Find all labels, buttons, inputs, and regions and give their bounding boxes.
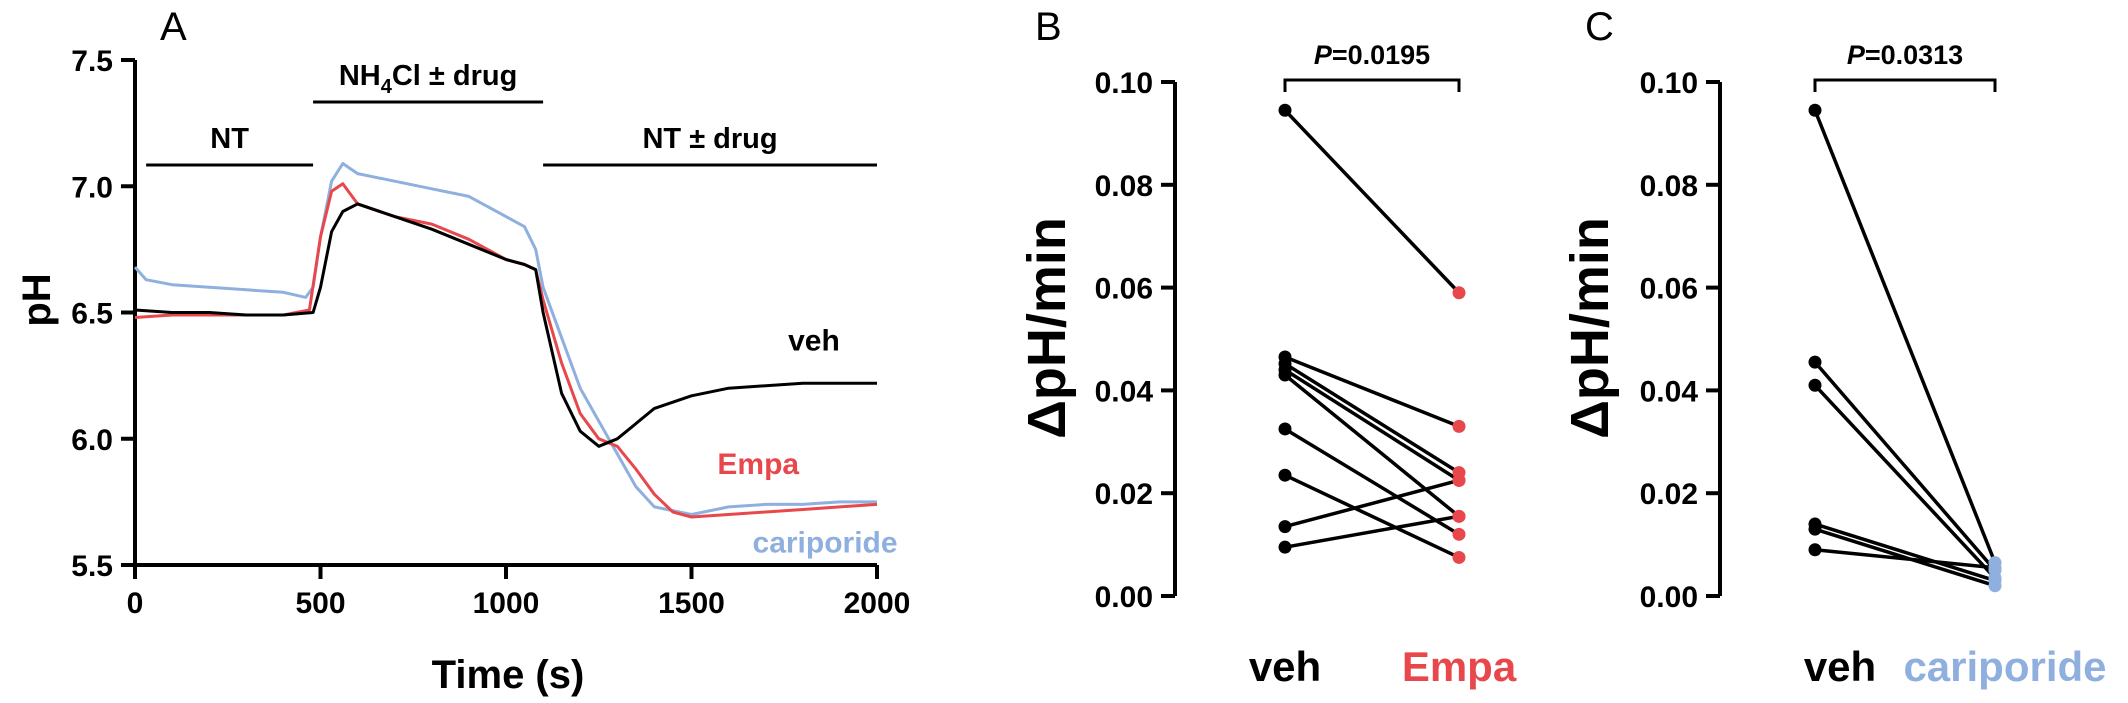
panel-c-y-ticks: 0.00 0.02 0.04 0.06 0.08 0.10: [1640, 67, 1720, 614]
panel-c-pair-lines: [1813, 109, 1997, 588]
point-veh: [1278, 468, 1292, 482]
panel-c-letter: C: [1585, 5, 1614, 49]
series-line-veh: [134, 202, 877, 448]
panel-b: B 0.00 0.02 0.04 0.06 0.08 0.10 ΔpH/min P=0.0…: [1017, 5, 1517, 690]
panel-b-pair-lines: [1283, 109, 1461, 560]
series-line-cariporide: [133, 162, 877, 516]
pair-line: [1284, 514, 1460, 549]
panel-a-y-label: pH: [15, 273, 59, 326]
panel-c: C 0.00 0.02 0.04 0.06 0.08 0.10 ΔpH/min P=0.0…: [1560, 5, 2107, 690]
panel-c-y-tick-label: 0.08: [1640, 170, 1698, 203]
series-label-veh: veh: [788, 324, 840, 357]
panel-b-y-tick-label: 0.06: [1095, 273, 1153, 306]
point-veh: [1278, 422, 1292, 436]
point-veh: [1808, 378, 1822, 392]
panel-a-x-tick-label: 1500: [658, 587, 725, 620]
panel-c-bracket: [1813, 78, 1997, 92]
pair-line: [1814, 547, 1996, 570]
panel-a-x-ticks: 0 500 1000 1500 2000: [127, 565, 911, 620]
panel-c-y-tick-label: 0.00: [1640, 581, 1698, 614]
point-veh: [1278, 103, 1292, 117]
panel-a-series: [133, 162, 878, 519]
panel-a-annotations: veh Empa cariporide: [717, 324, 897, 559]
pair-line: [1813, 384, 1997, 580]
panel-b-significance: P=0.0195: [1283, 40, 1461, 92]
pair-line: [1284, 362, 1460, 475]
panel-c-points: [1808, 103, 2002, 593]
panel-c-y-label: ΔpH/min: [1560, 217, 1620, 439]
panel-c-y-tick-label: 0.06: [1640, 273, 1698, 306]
panel-c-y-tick-label: 0.02: [1640, 478, 1698, 511]
panel-a-x-tick-label: 1000: [473, 587, 540, 620]
panel-a-y-ticks: 5.5 6.0 6.5 7.0 7.5: [71, 45, 135, 583]
point-empa: [1452, 527, 1466, 541]
panel-b-letter: B: [1035, 5, 1062, 49]
panel-c-category-veh: veh: [1804, 643, 1876, 690]
point-veh: [1278, 520, 1292, 534]
panel-c-y-tick-label: 0.04: [1640, 375, 1699, 408]
panel-a-y-tick-label: 5.5: [71, 550, 113, 583]
panel-c-category-cariporide: cariporide: [1903, 643, 2106, 690]
panel-c-p-value: P=0.0313: [1847, 40, 1963, 70]
point-cariporide: [1988, 579, 2002, 593]
pair-line: [1813, 360, 1997, 572]
point-veh: [1808, 355, 1822, 369]
panel-b-category-empa: Empa: [1402, 643, 1517, 690]
point-empa: [1452, 286, 1466, 300]
panel-b-y-tick-label: 0.04: [1095, 375, 1154, 408]
pair-line: [1284, 478, 1460, 529]
panel-a-x-tick-label: 0: [127, 587, 144, 620]
period-nh4cl-label: NH4Cl ± drug: [339, 60, 517, 98]
pair-line: [1284, 368, 1460, 482]
series-label-cariporide: cariporide: [753, 526, 898, 559]
point-veh: [1278, 368, 1292, 382]
period-nt-drug-label: NT ± drug: [642, 123, 777, 155]
panel-b-y-tick-label: 0.02: [1095, 478, 1153, 511]
point-empa: [1452, 550, 1466, 564]
panel-c-y-tick-label: 0.10: [1640, 67, 1698, 100]
panel-b-bracket: [1283, 78, 1461, 92]
panel-a-letter: A: [160, 5, 187, 49]
panel-a-y-tick-label: 6.0: [71, 424, 113, 457]
pair-line: [1283, 109, 1461, 294]
point-veh: [1278, 540, 1292, 554]
point-veh: [1808, 543, 1822, 557]
panel-b-y-tick-label: 0.00: [1095, 581, 1153, 614]
point-veh: [1808, 103, 1822, 117]
point-veh: [1808, 522, 1822, 536]
point-empa: [1452, 419, 1466, 433]
panel-a: A 5.5 6.0 6.5 7.0 7.5 0 500 1000 1500 2000 pH Ti…: [15, 5, 910, 697]
panel-a-x-tick-label: 2000: [844, 587, 911, 620]
pair-line: [1284, 355, 1460, 429]
panel-a-periods: NT NH4Cl ± drug NT ± drug: [146, 60, 877, 167]
pair-line: [1284, 473, 1460, 560]
panel-a-x-tick-label: 500: [295, 587, 345, 620]
pair-line: [1814, 522, 1996, 583]
panel-b-y-ticks: 0.00 0.02 0.04 0.06 0.08 0.10: [1095, 67, 1175, 614]
panel-b-y-label: ΔpH/min: [1017, 217, 1077, 439]
panel-c-significance: P=0.0313: [1813, 40, 1997, 92]
point-empa: [1452, 509, 1466, 523]
point-empa: [1452, 473, 1466, 487]
panel-b-p-value: P=0.0195: [1314, 40, 1430, 70]
pair-line: [1284, 427, 1460, 536]
panel-a-x-label: Time (s): [432, 653, 585, 697]
pair-line: [1813, 109, 1997, 564]
panel-b-category-veh: veh: [1249, 643, 1321, 690]
point-cariporide: [1988, 561, 2002, 575]
panel-a-y-tick-label: 6.5: [71, 298, 113, 331]
period-nt-label: NT: [210, 123, 249, 155]
panel-a-y-tick-label: 7.5: [71, 45, 113, 78]
pair-line: [1283, 373, 1461, 518]
panel-b-y-tick-label: 0.08: [1095, 170, 1153, 203]
panel-b-y-tick-label: 0.10: [1095, 67, 1153, 100]
series-label-empa: Empa: [717, 448, 799, 481]
panel-b-points: [1278, 103, 1466, 564]
panel-a-y-tick-label: 7.0: [71, 171, 113, 204]
